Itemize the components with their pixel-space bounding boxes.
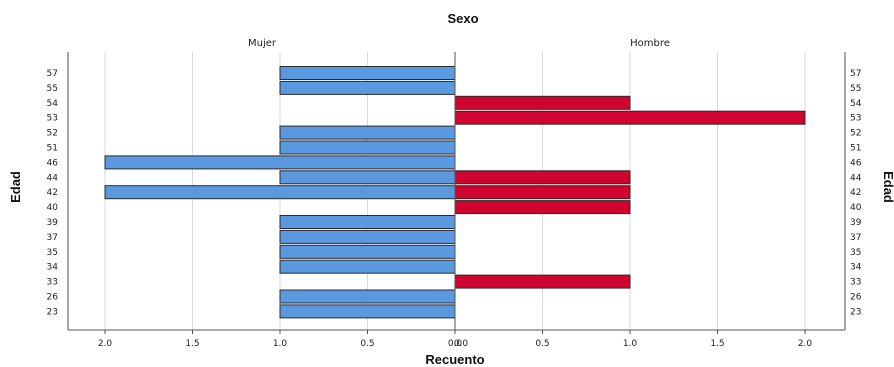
y-tick-right-54: 54: [850, 99, 862, 109]
bar-mujer-46: [104, 155, 456, 170]
y-tick-left-46: 46: [47, 158, 59, 168]
panel-label-mujer: Mujer: [248, 38, 277, 49]
y-tick-right-37: 37: [850, 233, 861, 243]
y-tick-right-33: 33: [850, 278, 861, 288]
y-tick-right-53: 53: [850, 114, 861, 124]
y-axis-label-left: Edad: [8, 171, 23, 203]
y-tick-right-26: 26: [850, 293, 862, 303]
y-tick-right-55: 55: [850, 84, 861, 94]
bar-mujer-44: [279, 170, 456, 185]
y-tick-left-23: 23: [47, 307, 58, 317]
y-tick-labels-left: 57 55 54 53 52 51 46 44 42 40 39 37 35 34 33 26 23: [47, 69, 59, 317]
panel-label-hombre: Hombre: [630, 38, 670, 49]
x-tick-right-2: 1.0: [623, 339, 638, 349]
y-tick-left-53: 53: [47, 114, 58, 124]
bar-hombre-33: [454, 274, 631, 289]
bar-mujer-52: [279, 125, 456, 140]
x-tick-left-0: 2.0: [98, 339, 113, 349]
y-tick-right-46: 46: [850, 158, 862, 168]
bar-hombre-40: [454, 200, 631, 215]
bars-group: [104, 66, 806, 319]
bar-mujer-51: [279, 140, 456, 155]
y-tick-right-34: 34: [850, 263, 862, 273]
y-tick-right-44: 44: [850, 173, 862, 183]
y-tick-right-42: 42: [850, 188, 861, 198]
y-tick-left-40: 40: [47, 203, 59, 213]
y-tick-left-33: 33: [47, 278, 58, 288]
bar-hombre-53: [454, 110, 806, 125]
y-tick-labels-right: 57 55 54 53 52 51 46 44 42 40 39 37 35 34 33 26 23: [850, 69, 862, 317]
y-tick-left-51: 51: [47, 144, 58, 154]
y-tick-right-52: 52: [850, 129, 861, 139]
x-tick-left-2: 1.0: [273, 339, 288, 349]
y-tick-left-55: 55: [47, 84, 58, 94]
y-tick-right-40: 40: [850, 203, 862, 213]
x-axis-label: Recuento: [425, 352, 484, 367]
bar-mujer-37: [279, 229, 456, 244]
bar-hombre-42: [454, 185, 631, 200]
y-tick-right-57: 57: [850, 69, 861, 79]
y-tick-right-39: 39: [850, 218, 862, 228]
bar-hombre-44: [454, 170, 631, 185]
x-tick-left-3: 0.5: [360, 339, 374, 349]
y-tick-left-26: 26: [47, 293, 59, 303]
x-tick-right-4: 2.0: [798, 339, 813, 349]
y-tick-left-39: 39: [47, 218, 59, 228]
y-tick-left-52: 52: [47, 129, 58, 139]
y-tick-left-42: 42: [47, 188, 58, 198]
bar-mujer-55: [279, 80, 456, 95]
bar-mujer-34: [279, 259, 456, 274]
y-tick-left-37: 37: [47, 233, 58, 243]
y-tick-right-23: 23: [850, 307, 861, 317]
bar-mujer-39: [279, 215, 456, 229]
bar-mujer-57: [279, 66, 456, 80]
y-tick-left-54: 54: [47, 99, 59, 109]
x-tick-right-0: 0.0: [454, 339, 469, 349]
x-tick-left-1: 1.5: [185, 339, 199, 349]
y-tick-right-35: 35: [850, 248, 861, 258]
bar-mujer-42: [104, 185, 456, 200]
bar-mujer-35: [279, 244, 456, 259]
x-tick-right-3: 1.5: [710, 339, 724, 349]
y-tick-left-57: 57: [47, 69, 58, 79]
y-tick-right-51: 51: [850, 144, 861, 154]
bar-hombre-54: [454, 95, 631, 110]
y-tick-left-44: 44: [47, 173, 59, 183]
bar-mujer-23: [279, 304, 456, 319]
x-tick-labels: 2.0 1.5 1.0 0.5 0.00.0 0.5 1.0 1.5 2.0: [98, 330, 813, 349]
axes-group: [67, 52, 846, 331]
bar-mujer-26: [279, 289, 456, 304]
x-tick-left-4: 0.0: [448, 339, 463, 349]
chart-title: Sexo: [447, 11, 478, 26]
y-tick-left-35: 35: [47, 248, 58, 258]
y-axis-label-right: Edad: [881, 171, 894, 203]
y-tick-left-34: 34: [47, 263, 59, 273]
x-tick-right-1: 0.5: [535, 339, 549, 349]
